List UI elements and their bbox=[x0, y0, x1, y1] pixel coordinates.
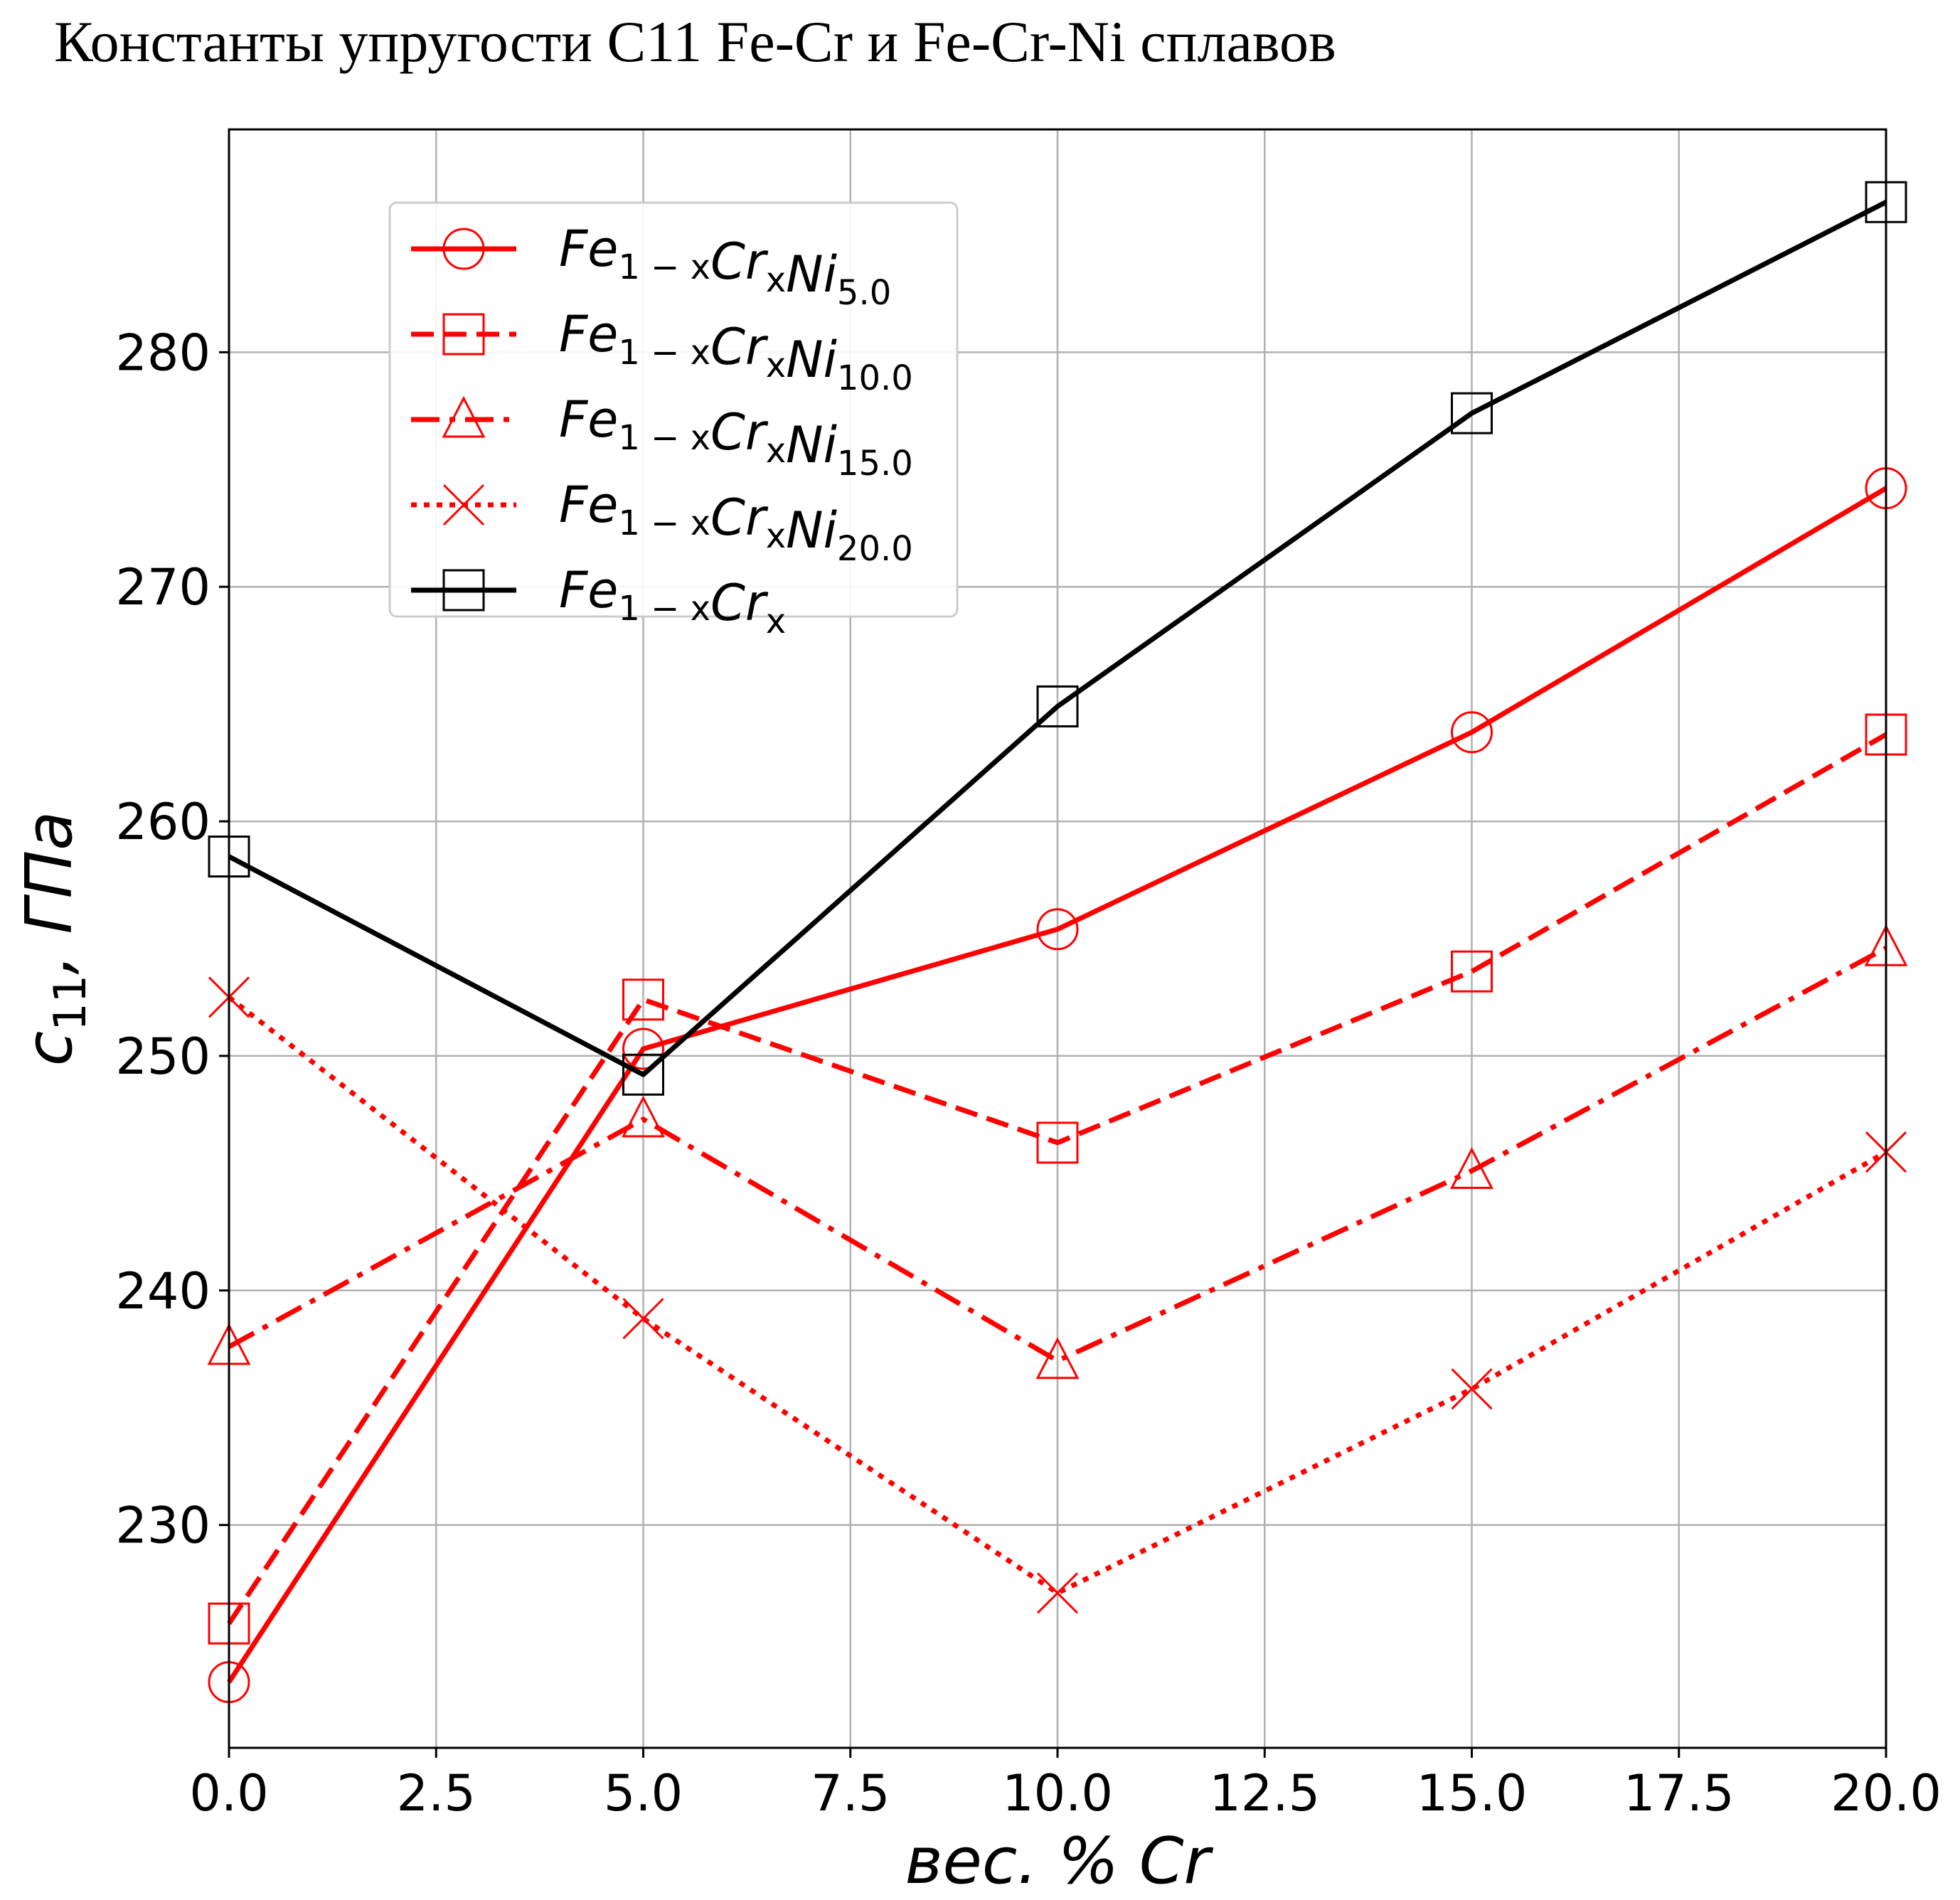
legend-label-main: Ni bbox=[786, 501, 837, 560]
circle-marker bbox=[1036, 908, 1079, 951]
legend-label-sub: x bbox=[766, 260, 786, 300]
legend-entry: Fe1 − xCrxNi5.0 bbox=[411, 220, 891, 313]
x-tick-label: 12.5 bbox=[1209, 1764, 1320, 1822]
legend-entry: Fe1 − xCrxNi15.0 bbox=[411, 390, 913, 484]
axis-labels: вес. % Cr c11, ГПа bbox=[12, 811, 1214, 1899]
x-tick-label: 10.0 bbox=[1002, 1764, 1113, 1822]
legend-label-sub: 1 − x bbox=[618, 418, 710, 458]
legend-label: Fe1 − xCrxNi15.0 bbox=[559, 390, 913, 484]
legend-label: Fe1 − xCrxNi10.0 bbox=[559, 305, 913, 398]
legend-label-sub: 20.0 bbox=[837, 529, 913, 569]
y-axis-label-unit: , ГПа bbox=[12, 811, 87, 975]
square-marker bbox=[1036, 1121, 1079, 1164]
legend-label-main: Cr bbox=[710, 318, 769, 376]
series-line bbox=[228, 200, 1887, 1077]
square-marker bbox=[1451, 950, 1493, 993]
legend-entry: Fe1 − xCrxNi20.0 bbox=[411, 476, 913, 569]
y-tick-label: 270 bbox=[115, 558, 211, 617]
legend-label-main: Fe bbox=[559, 476, 618, 534]
y-axis-label-sub: 11 bbox=[44, 975, 96, 1031]
legend-label-sub: 1 − x bbox=[618, 247, 710, 287]
triangle-marker bbox=[1035, 1337, 1080, 1379]
y-tick-label: 280 bbox=[115, 324, 211, 382]
plot-series bbox=[207, 181, 1908, 1704]
legend-label-sub: 1 − x bbox=[618, 589, 710, 629]
legend-label-main: Ni bbox=[786, 416, 837, 474]
circle-marker bbox=[442, 228, 485, 270]
legend-box bbox=[388, 201, 959, 618]
x-marker bbox=[1451, 1368, 1493, 1410]
x-tick-label: 20.0 bbox=[1831, 1764, 1942, 1822]
triangle-marker bbox=[622, 1095, 665, 1138]
y-tick-label: 260 bbox=[115, 793, 211, 851]
legend-label-sub: x bbox=[766, 346, 786, 385]
axis-ticks: 0.0 2.5 5.0 7.5 10.0 12.5 15.0 17.5 20.0 230 240 25… bbox=[115, 324, 1942, 1822]
square-marker bbox=[1036, 685, 1079, 727]
legend-label-sub: x bbox=[766, 431, 786, 471]
series-line bbox=[227, 486, 1887, 1684]
square-marker bbox=[442, 569, 485, 612]
triangle-marker bbox=[442, 395, 486, 438]
legend-label-sub: 1 − x bbox=[618, 333, 710, 373]
legend-label-main: Cr bbox=[710, 233, 769, 291]
x-tick-label: 0.0 bbox=[189, 1764, 268, 1822]
legend-label-main: Fe bbox=[559, 561, 618, 619]
x-marker bbox=[622, 1298, 664, 1340]
legend-entry: Fe1 − xCrxNi10.0 bbox=[411, 305, 913, 398]
triangle-marker bbox=[1450, 1147, 1493, 1190]
x-tick-label: 17.5 bbox=[1624, 1764, 1735, 1822]
square-marker bbox=[622, 978, 664, 1021]
circle-marker bbox=[1451, 711, 1493, 754]
legend-label-main: Fe bbox=[559, 390, 618, 449]
legend-label-sub: x bbox=[766, 516, 786, 556]
legend-label: Fe1 − xCrxNi5.0 bbox=[559, 220, 891, 313]
legend-label-main: Cr bbox=[710, 574, 769, 632]
y-tick-label: 230 bbox=[115, 1497, 211, 1555]
legend-label-sub: x bbox=[766, 602, 786, 641]
legend-label-sub: 10.0 bbox=[837, 358, 913, 398]
x-tick-label: 15.0 bbox=[1417, 1764, 1528, 1822]
series-line bbox=[227, 732, 1887, 1626]
legend-label-sub: 15.0 bbox=[837, 444, 913, 484]
legend-label-main: Cr bbox=[710, 489, 769, 547]
x-tick-label: 5.0 bbox=[604, 1764, 683, 1822]
series-4 bbox=[208, 976, 1907, 1614]
series-line bbox=[227, 995, 1887, 1596]
x-axis-label: вес. % Cr bbox=[905, 1824, 1213, 1899]
x-marker bbox=[1036, 1572, 1079, 1614]
legend-label-main: Ni bbox=[786, 245, 837, 304]
legend-label-main: Fe bbox=[559, 220, 618, 278]
square-marker bbox=[622, 1053, 664, 1096]
y-axis-label-main: c bbox=[12, 1031, 87, 1066]
x-tick-label: 2.5 bbox=[397, 1764, 476, 1822]
square-marker bbox=[1451, 392, 1493, 434]
legend-label: Fe1 − xCrxNi20.0 bbox=[559, 476, 913, 569]
legend-label-main: Cr bbox=[710, 403, 769, 461]
y-axis-label: c11, ГПа bbox=[12, 811, 96, 1067]
legend-entry: Fe1 − xCrx bbox=[411, 561, 786, 641]
y-tick-label: 240 bbox=[115, 1262, 211, 1320]
x-marker bbox=[442, 484, 485, 526]
y-tick-label: 250 bbox=[115, 1028, 211, 1086]
legend-label-sub: 5.0 bbox=[837, 273, 891, 313]
legend-label: Fe1 − xCrx bbox=[559, 561, 786, 641]
legend-label-sub: 1 − x bbox=[618, 503, 710, 543]
x-tick-label: 7.5 bbox=[811, 1764, 890, 1822]
chart-title: Константы упругости C11 Fe-Cr и Fe-Cr-Ni… bbox=[54, 9, 1336, 74]
legend-label-main: Fe bbox=[559, 305, 618, 363]
square-marker bbox=[442, 313, 485, 356]
legend-label-main: Ni bbox=[786, 331, 837, 389]
circle-marker bbox=[622, 1028, 664, 1070]
